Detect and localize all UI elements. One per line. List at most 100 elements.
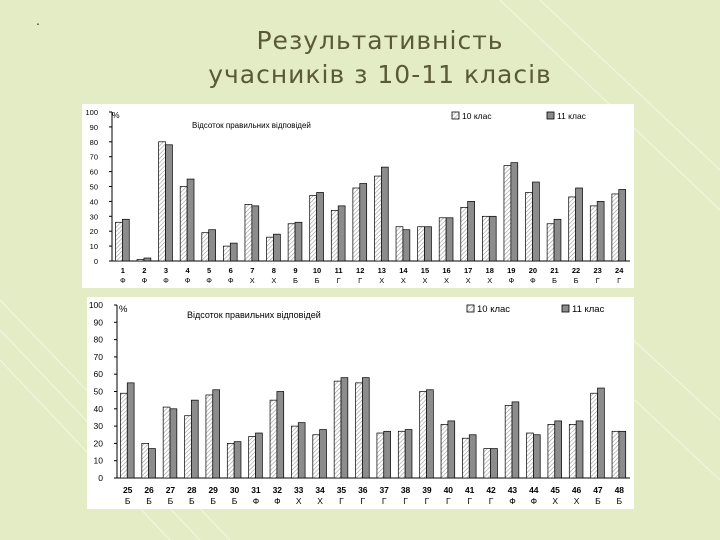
bar-10-q18 bbox=[482, 215, 490, 262]
bar-10-q17 bbox=[460, 207, 469, 262]
bar-11-q31 bbox=[255, 432, 263, 479]
bar-11-q33 bbox=[297, 422, 306, 479]
x-tick-label: 28 bbox=[187, 485, 197, 495]
x-tick-label: 2 bbox=[142, 266, 146, 275]
bar-10-q29 bbox=[205, 394, 214, 479]
x-subject-label: Ф bbox=[142, 276, 148, 285]
x-subject-label: Х bbox=[379, 276, 384, 285]
x-subject-label: Г bbox=[358, 276, 362, 285]
bar-11-q19 bbox=[510, 162, 519, 262]
x-subject-label: Х bbox=[487, 276, 492, 285]
x-subject-label: Б bbox=[168, 496, 174, 506]
bar-10-q38 bbox=[397, 430, 406, 479]
bar-11-q3 bbox=[165, 144, 173, 262]
chart-title: Відсоток правильних відповідей bbox=[192, 121, 311, 130]
y-tick-label: 40 bbox=[94, 404, 104, 414]
bar-11-q15 bbox=[424, 226, 432, 262]
bar-11-q37 bbox=[383, 430, 391, 479]
bar-11-q16 bbox=[445, 217, 454, 262]
bar-10-q5 bbox=[201, 232, 210, 262]
x-tick-label: 21 bbox=[550, 266, 558, 275]
bar-10-q14 bbox=[395, 226, 404, 262]
bar-11-q24 bbox=[618, 189, 627, 262]
chart-panel-1: 0 10 20 30 40 50 60 70 80 90 100% Відсоток правильн… bbox=[82, 104, 634, 288]
y-tick-label: 30 bbox=[90, 212, 98, 221]
x-tick-label: 3 bbox=[164, 266, 168, 275]
bar-10-q2 bbox=[136, 259, 145, 262]
bar-10-q1 bbox=[115, 221, 123, 262]
y-tick-label: 0 bbox=[94, 257, 98, 266]
bar-10-q22 bbox=[568, 196, 576, 262]
x-tick-label: 44 bbox=[529, 485, 539, 495]
x-subject-label: Б bbox=[125, 496, 131, 506]
y-tick-label: 20 bbox=[90, 227, 98, 236]
x-tick-label: 38 bbox=[401, 485, 411, 495]
x-subject-label: Ф bbox=[274, 496, 280, 506]
x-subject-label: Х bbox=[271, 276, 276, 285]
x-tick-label: 15 bbox=[421, 266, 429, 275]
bar-10-q16 bbox=[438, 217, 447, 262]
x-subject-label: Х bbox=[466, 276, 471, 285]
x-subject-label: Ф bbox=[206, 276, 212, 285]
bar-11-q11 bbox=[337, 205, 346, 262]
x-tick-label: 20 bbox=[529, 266, 537, 275]
bar-10-q7 bbox=[244, 204, 253, 262]
x-subject-label: Ф bbox=[253, 496, 259, 506]
legend-label: 10 клас bbox=[477, 304, 510, 315]
x-subject-label: Г bbox=[339, 496, 344, 506]
x-subject-label: Ф bbox=[530, 276, 536, 285]
x-subject-label: Г bbox=[403, 496, 408, 506]
slide-title-line-1: Результативність bbox=[256, 26, 504, 55]
x-subject-label: Х bbox=[574, 496, 580, 506]
bar-11-q43 bbox=[511, 401, 520, 479]
slide-title: Результативність учасників з 10-11 класі… bbox=[170, 24, 590, 92]
bar-10-q21 bbox=[546, 223, 555, 262]
legend-swatch-11 bbox=[546, 111, 555, 120]
bar-11-q13 bbox=[381, 166, 389, 262]
x-tick-label: 39 bbox=[422, 485, 432, 495]
bar-11-q45 bbox=[554, 420, 562, 479]
bar-chart-1: 0 10 20 30 40 50 60 70 80 90 100 % Відсоток правильн… bbox=[85, 108, 630, 285]
y-tick-label: 20 bbox=[94, 438, 104, 448]
bar-10-q10 bbox=[309, 195, 317, 262]
x-tick-label: 12 bbox=[356, 266, 364, 275]
bullet-dot: . bbox=[36, 12, 40, 28]
bar-11-q41 bbox=[468, 434, 477, 479]
x-subject-label: Ф bbox=[120, 276, 126, 285]
bar-11-q34 bbox=[319, 429, 327, 479]
x-tick-label: 23 bbox=[593, 266, 601, 275]
x-subject-label: Б bbox=[595, 496, 601, 506]
x-subject-label: Б bbox=[574, 276, 579, 285]
x-subject-label: Б bbox=[232, 496, 238, 506]
bar-10-q28 bbox=[184, 415, 192, 479]
x-subject-label: Б bbox=[552, 276, 557, 285]
bar-11-q14 bbox=[402, 229, 411, 262]
x-tick-label: 34 bbox=[315, 485, 325, 495]
legend-label: 11 клас bbox=[557, 111, 587, 121]
bar-11-q46 bbox=[575, 420, 584, 479]
bar-11-q4 bbox=[186, 178, 195, 262]
x-tick-label: 33 bbox=[294, 485, 304, 495]
bar-11-q28 bbox=[191, 399, 199, 479]
bar-10-q9 bbox=[287, 223, 296, 262]
x-subject-label: Ф bbox=[531, 496, 537, 506]
x-tick-label: 1 bbox=[121, 266, 125, 275]
x-tick-label: 6 bbox=[229, 266, 233, 275]
bar-10-q27 bbox=[162, 406, 171, 479]
bar-10-q46 bbox=[568, 424, 577, 479]
bar-10-q15 bbox=[417, 226, 425, 262]
bar-10-q6 bbox=[223, 245, 231, 262]
bar-10-q40 bbox=[440, 424, 449, 479]
x-tick-label: 31 bbox=[251, 485, 261, 495]
x-subject-label: Х bbox=[401, 276, 406, 285]
legend-label: 11 клас bbox=[572, 304, 605, 315]
bar-10-q37 bbox=[376, 432, 385, 479]
x-subject-label: Г bbox=[617, 276, 621, 285]
x-subject-label: Х bbox=[422, 276, 427, 285]
x-subject-label: Ф bbox=[508, 276, 514, 285]
x-tick-label: 22 bbox=[572, 266, 580, 275]
x-tick-label: 47 bbox=[593, 485, 603, 495]
y-tick-label: 80 bbox=[94, 335, 104, 345]
bar-11-q42 bbox=[490, 448, 498, 479]
bar-10-q47 bbox=[590, 392, 598, 479]
